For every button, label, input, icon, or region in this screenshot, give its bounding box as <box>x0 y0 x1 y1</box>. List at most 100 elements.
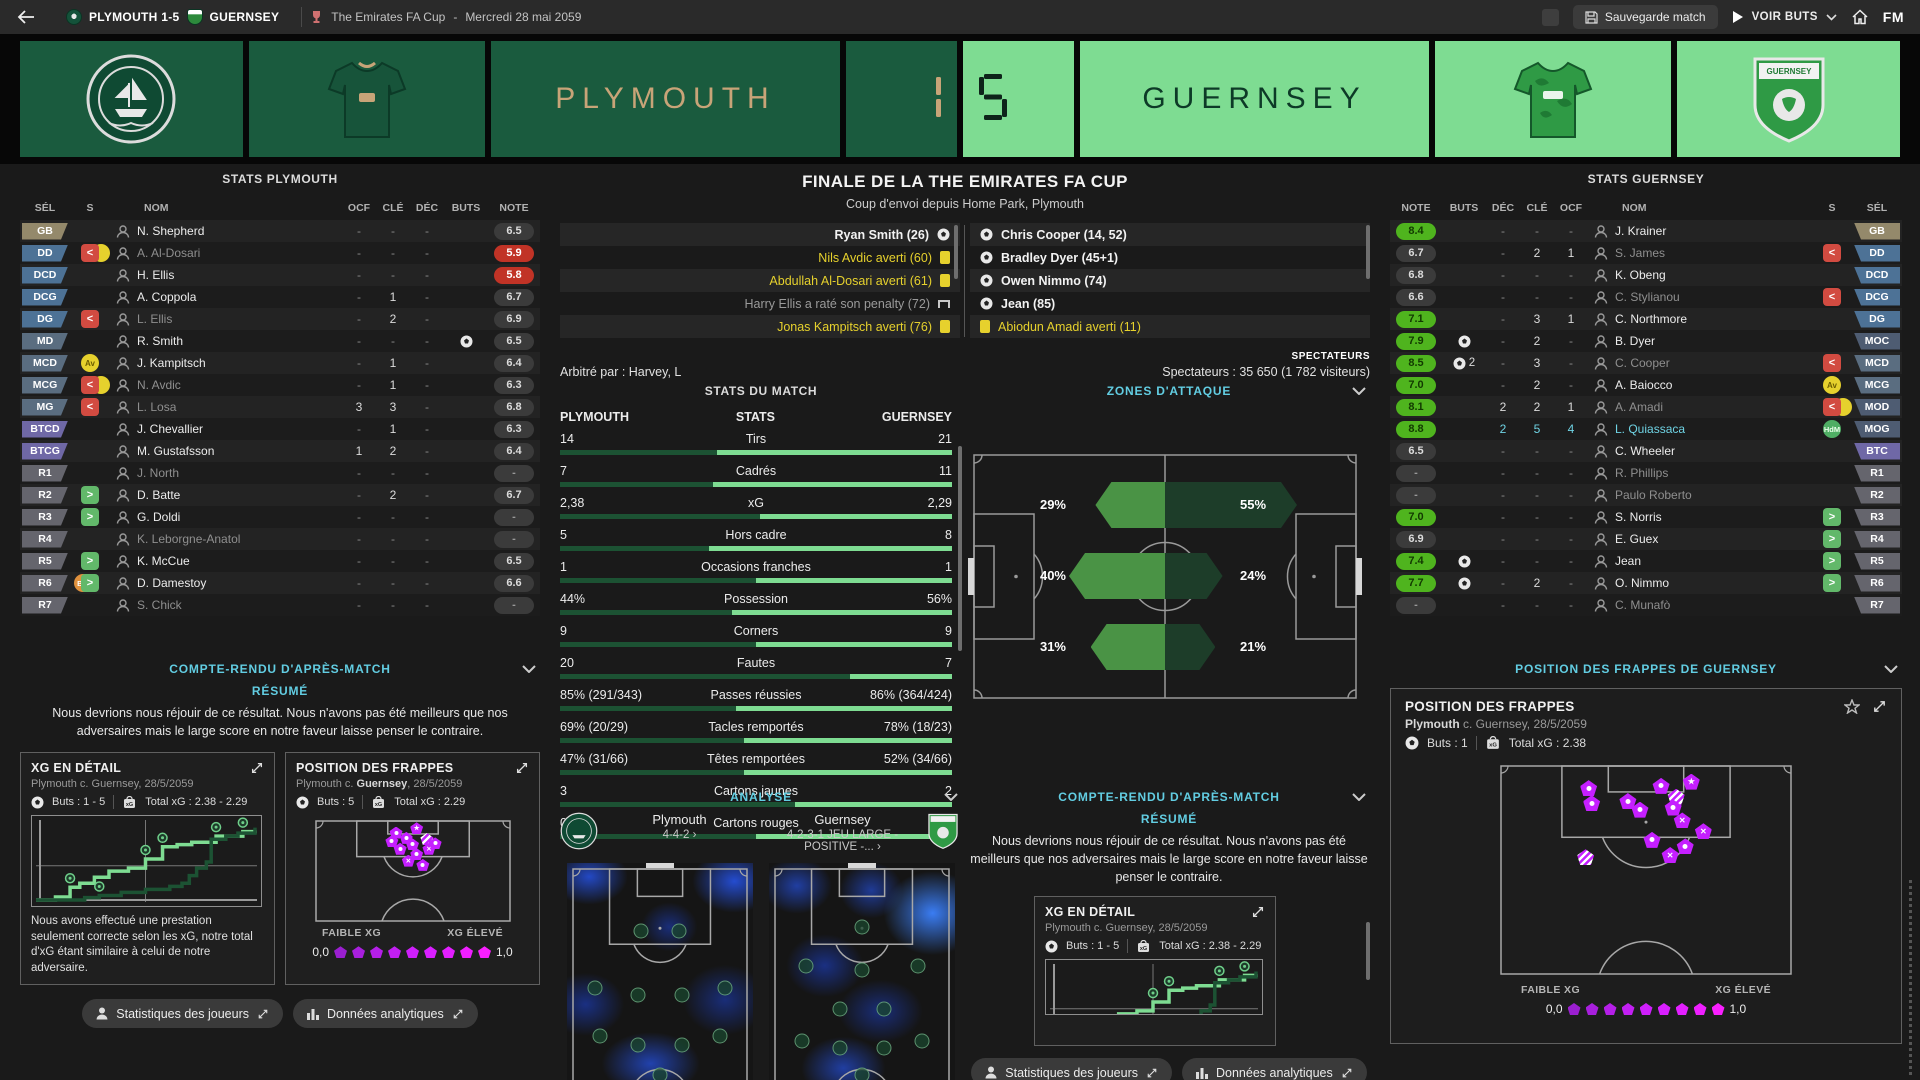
table-row[interactable]: BTCG M. Gustafsson 1 2 - 6.4 <box>20 440 540 462</box>
table-row[interactable]: 7.9 - 2 - B. Dyer MOC <box>1390 330 1902 352</box>
report-scrollbar[interactable] <box>1366 922 1370 980</box>
table-row[interactable]: 6.7 - 2 1 S. James < DD <box>1390 242 1902 264</box>
col-ocf[interactable]: OCF <box>347 202 371 214</box>
table-row[interactable]: - - - - C. Munafò R7 <box>1390 594 1902 616</box>
away-events-scrollbar[interactable] <box>1366 225 1370 279</box>
table-row[interactable]: R6Bls> D. Damestoy - - - 6.6 <box>20 572 540 594</box>
table-row[interactable]: MG < L. Losa 3 3 - 6.8 <box>20 396 540 418</box>
table-row[interactable]: 8.8 2 5 4 L. Quiassaca HdM MOG <box>1390 418 1902 440</box>
table-row[interactable]: R2 > D. Batte - 2 - 6.7 <box>20 484 540 506</box>
analytics-button[interactable]: Données analytiques <box>1181 1058 1367 1080</box>
expand-icon[interactable] <box>250 761 264 775</box>
collapse-chevron-icon[interactable] <box>1352 384 1366 398</box>
continue-button-stub[interactable] <box>1541 8 1559 26</box>
table-row[interactable]: MCD Av J. Kampitsch - 1 - 6.4 <box>20 352 540 374</box>
xg-detail-card-center[interactable]: XG EN DÉTAIL Plymouth c. Guernsey, 28/5/… <box>1034 896 1276 1047</box>
col-dec[interactable]: DÉC <box>415 202 439 214</box>
expand-icon[interactable] <box>515 761 529 775</box>
col-note[interactable]: NOTE <box>499 202 529 214</box>
col-buts[interactable]: BUTS <box>1449 202 1479 214</box>
event-row[interactable]: Abiodun Amadi averti (11) <box>970 315 1370 338</box>
table-row[interactable]: R3 > G. Doldi - - - - <box>20 506 540 528</box>
table-row[interactable]: 7.0 - 2 - A. Baiocco Av MCG <box>1390 374 1902 396</box>
col-dec[interactable]: DÉC <box>1491 202 1515 214</box>
col-sel[interactable]: SÉL <box>1866 202 1888 214</box>
table-row[interactable]: 7.7 - 2 - O. Nimmo > R6 <box>1390 572 1902 594</box>
player-name: O. Nimmo <box>1615 576 1669 590</box>
collapse-chevron-icon[interactable] <box>1884 662 1898 676</box>
table-row[interactable]: R4 K. Leborgne-Anatol - - - - <box>20 528 540 550</box>
expand-icon[interactable] <box>1251 905 1265 919</box>
col-nom[interactable]: NOM <box>1622 202 1647 214</box>
back-button[interactable] <box>0 0 52 34</box>
col-sel[interactable]: SÉL <box>34 202 56 214</box>
frappes-card[interactable]: POSITION DES FRAPPES Plymouth c. Guernse… <box>1390 688 1902 1044</box>
table-row[interactable]: BTCD J. Chevallier - 1 - 6.3 <box>20 418 540 440</box>
event-row[interactable]: Jean (85) <box>970 292 1370 315</box>
stat-away-value: 7 <box>945 656 952 670</box>
col-s[interactable]: S <box>1828 202 1836 214</box>
event-row[interactable]: Abdullah Al-Dosari averti (61) <box>560 269 960 292</box>
star-icon[interactable] <box>1844 699 1860 714</box>
legend-pentagon-icon <box>406 946 419 959</box>
table-row[interactable]: 6.6 - - - C. Stylianou < DCG <box>1390 286 1902 308</box>
table-row[interactable]: R1 J. North - - - - <box>20 462 540 484</box>
col-s[interactable]: S <box>86 202 94 214</box>
player-stats-button[interactable]: Statistiques des joueurs <box>82 999 283 1029</box>
table-row[interactable]: DG < L. Ellis - 2 - 6.9 <box>20 308 540 330</box>
collapse-chevron-icon[interactable] <box>522 662 536 676</box>
table-row[interactable]: 8.4 - - - J. Krainer GB <box>1390 220 1902 242</box>
table-row[interactable]: R5 > K. McCue - - - 6.5 <box>20 550 540 572</box>
player-stats-button[interactable]: Statistiques des joueurs <box>971 1058 1172 1080</box>
home-events-scrollbar[interactable] <box>954 225 958 279</box>
table-row[interactable]: 7.4 - - - Jean > R5 <box>1390 550 1902 572</box>
event-row[interactable]: Bradley Dyer (45+1) <box>970 246 1370 269</box>
col-ocf[interactable]: OCF <box>1559 202 1583 214</box>
shots-card-small[interactable]: POSITION DES FRAPPES Plymouth c. Guernse… <box>285 752 540 986</box>
svg-text:xG: xG <box>375 802 382 808</box>
event-row[interactable]: Owen Nimmo (74) <box>970 269 1370 292</box>
col-buts[interactable]: BUTS <box>451 202 481 214</box>
col-note[interactable]: NOTE <box>1401 202 1431 214</box>
table-row[interactable]: 6.8 - - - K. Obeng DCD <box>1390 264 1902 286</box>
table-row[interactable]: 6.5 - - - C. Wheeler BTC <box>1390 440 1902 462</box>
fm-logo[interactable]: FM <box>1882 9 1904 25</box>
table-row[interactable]: 7.1 - 3 1 C. Northmore DG <box>1390 308 1902 330</box>
table-row[interactable]: DD < A. Al-Dosari - - - 5.9 <box>20 242 540 264</box>
table-row[interactable]: - - - - R. Phillips R1 <box>1390 462 1902 484</box>
analytics-button[interactable]: Données analytiques <box>292 999 478 1029</box>
event-row[interactable]: Ryan Smith (26) <box>560 223 960 246</box>
xg-detail-card[interactable]: XG EN DÉTAIL Plymouth c. Guernsey, 28/5/… <box>20 752 275 986</box>
stats-scrollbar[interactable] <box>958 446 962 651</box>
table-row[interactable]: 8.1 2 2 1 A. Amadi < MOD <box>1390 396 1902 418</box>
table-row[interactable]: MD R. Smith - - - 6.5 <box>20 330 540 352</box>
save-match-button[interactable]: Sauvegarde match <box>1572 5 1718 29</box>
table-row[interactable]: GB N. Shepherd - - - 6.5 <box>20 220 540 242</box>
table-row[interactable]: 6.9 - - - E. Guex > R4 <box>1390 528 1902 550</box>
analyse-away-formation[interactable]: 4-2-3-1 JEU LARGE - POSITIVE -... › <box>786 829 899 853</box>
col-cle[interactable]: CLÉ <box>382 202 404 214</box>
table-row[interactable]: 8.5 2 - 3 - C. Cooper < MCD <box>1390 352 1902 374</box>
view-goals-button[interactable]: VOIR BUTS <box>1732 10 1837 24</box>
table-row[interactable]: R7 S. Chick - - - - <box>20 594 540 616</box>
table-row[interactable]: DCG A. Coppola - 1 - 6.7 <box>20 286 540 308</box>
expand-icon[interactable] <box>1872 699 1887 714</box>
table-row[interactable]: 7.0 - - - S. Norris > R3 <box>1390 506 1902 528</box>
home-icon[interactable] <box>1851 9 1869 25</box>
col-nom[interactable]: NOM <box>144 202 169 214</box>
col-cle[interactable]: CLÉ <box>1526 202 1548 214</box>
collapse-chevron-icon[interactable] <box>1352 790 1366 804</box>
table-row[interactable]: DCD H. Ellis - - - 5.8 <box>20 264 540 286</box>
table-row[interactable]: - - - - Paulo Roberto R2 <box>1390 484 1902 506</box>
event-row[interactable]: Nils Avdic averti (60) <box>560 246 960 269</box>
position-badge: MCG <box>22 377 68 394</box>
away-score-digit <box>979 73 1007 125</box>
event-row[interactable]: Harry Ellis a raté son penalty (72) <box>560 292 960 315</box>
event-row[interactable]: Jonas Kampitsch averti (76) <box>560 315 960 338</box>
analyse-home-formation[interactable]: 4-4-2 › <box>662 829 697 841</box>
collapse-chevron-icon[interactable] <box>944 790 958 804</box>
event-row[interactable]: Chris Cooper (14, 52) <box>970 223 1370 246</box>
topbar-scoreline[interactable]: PLYMOUTH 1-5 GUERNSEY <box>52 0 293 34</box>
page-scroll-dots[interactable] <box>1909 880 1912 1075</box>
table-row[interactable]: MCG < N. Avdic - 1 - 6.3 <box>20 374 540 396</box>
